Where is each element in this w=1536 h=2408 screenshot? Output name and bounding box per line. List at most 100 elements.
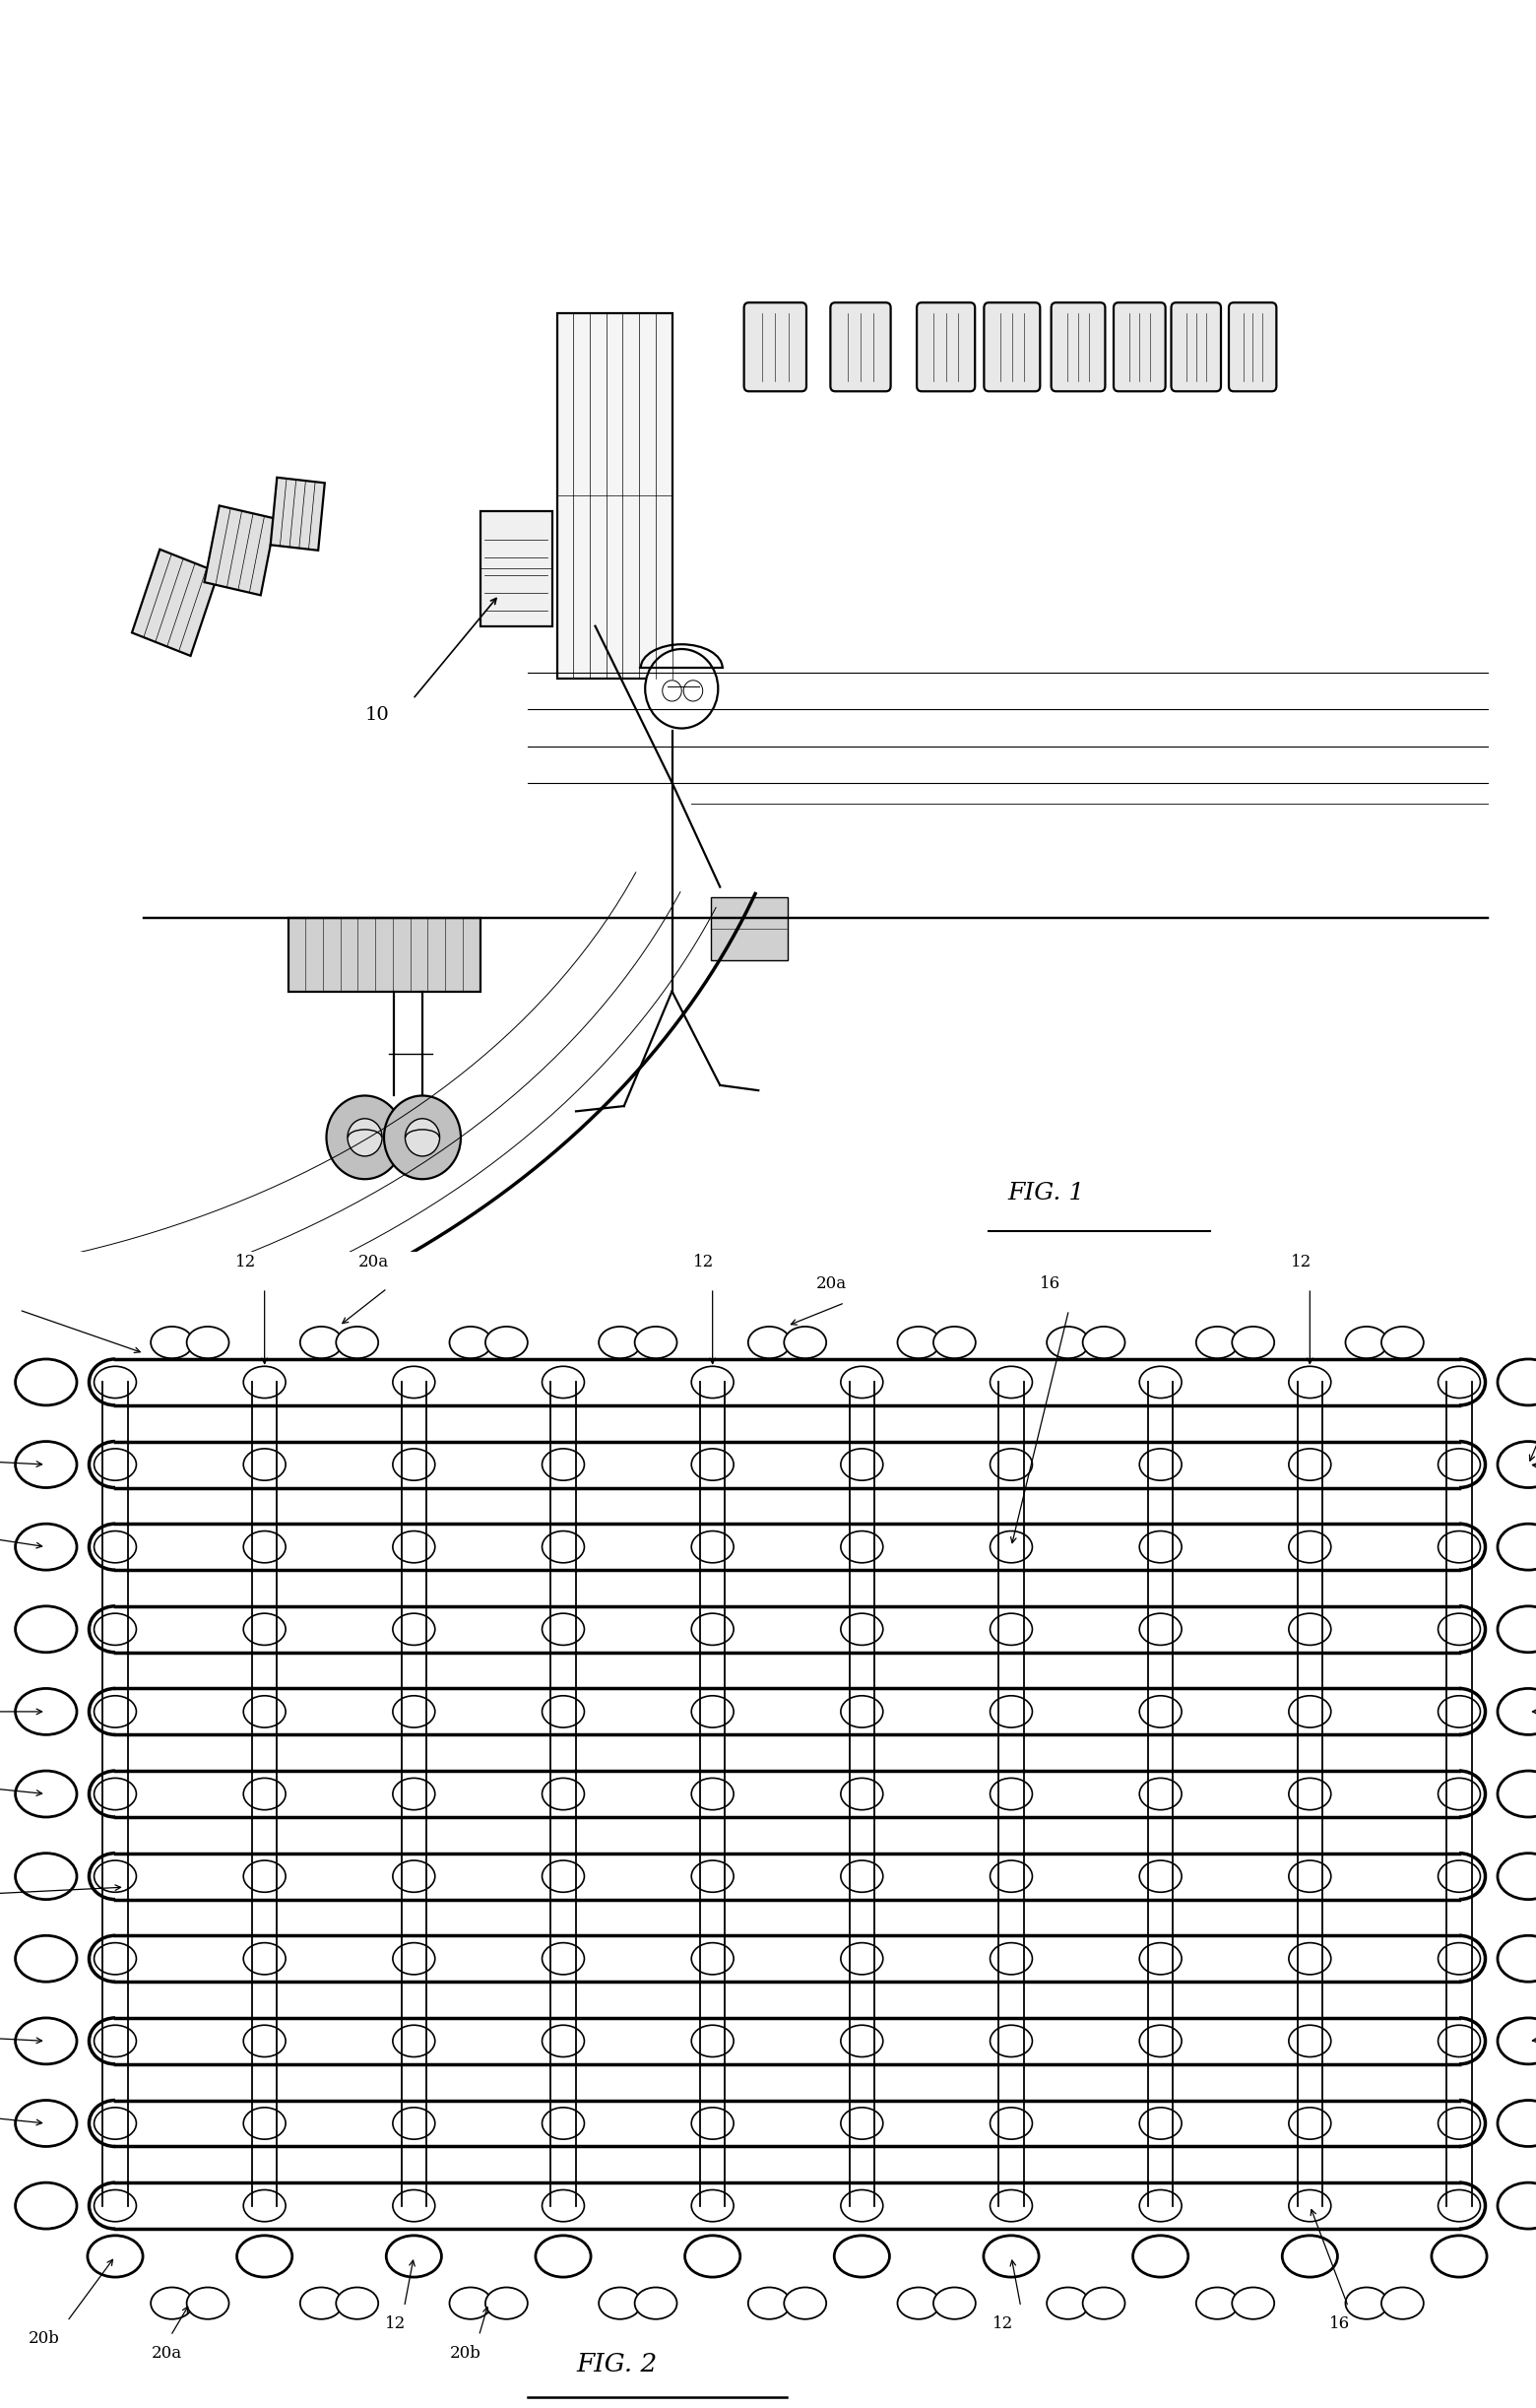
Circle shape bbox=[94, 2025, 137, 2056]
Text: 20a: 20a bbox=[152, 2345, 183, 2362]
Circle shape bbox=[1438, 1943, 1481, 1975]
Circle shape bbox=[691, 1450, 734, 1481]
Circle shape bbox=[840, 1943, 883, 1975]
Circle shape bbox=[393, 2189, 435, 2223]
Circle shape bbox=[991, 2189, 1032, 2223]
Text: 16: 16 bbox=[1329, 2316, 1350, 2333]
Circle shape bbox=[1381, 1327, 1424, 1358]
Circle shape bbox=[991, 1943, 1032, 1975]
Circle shape bbox=[691, 2189, 734, 2223]
Circle shape bbox=[783, 2288, 826, 2319]
Circle shape bbox=[1381, 2288, 1424, 2319]
Circle shape bbox=[1197, 1327, 1238, 1358]
Circle shape bbox=[1438, 2189, 1481, 2223]
Circle shape bbox=[243, 1450, 286, 1481]
Circle shape bbox=[840, 2189, 883, 2223]
Circle shape bbox=[840, 1450, 883, 1481]
Circle shape bbox=[393, 1861, 435, 1893]
Circle shape bbox=[840, 1365, 883, 1399]
Circle shape bbox=[243, 1613, 286, 1645]
Circle shape bbox=[840, 1695, 883, 1727]
Circle shape bbox=[542, 2107, 584, 2138]
Circle shape bbox=[1289, 2189, 1332, 2223]
Circle shape bbox=[1232, 2288, 1275, 2319]
Circle shape bbox=[15, 2018, 77, 2064]
Circle shape bbox=[599, 2288, 641, 2319]
Circle shape bbox=[393, 1531, 435, 1563]
Circle shape bbox=[1498, 1524, 1536, 1570]
Circle shape bbox=[991, 2107, 1032, 2138]
Circle shape bbox=[450, 2288, 492, 2319]
Circle shape bbox=[393, 1365, 435, 1399]
Circle shape bbox=[1498, 2100, 1536, 2146]
Circle shape bbox=[991, 1613, 1032, 1645]
Circle shape bbox=[691, 2025, 734, 2056]
Circle shape bbox=[1134, 2235, 1189, 2278]
Circle shape bbox=[1140, 1365, 1181, 1399]
Circle shape bbox=[991, 1450, 1032, 1481]
Circle shape bbox=[542, 1450, 584, 1481]
Circle shape bbox=[1140, 2025, 1181, 2056]
Circle shape bbox=[393, 1613, 435, 1645]
Circle shape bbox=[94, 2189, 137, 2223]
FancyBboxPatch shape bbox=[917, 303, 975, 390]
Circle shape bbox=[300, 2288, 343, 2319]
Circle shape bbox=[991, 1365, 1032, 1399]
Circle shape bbox=[347, 1120, 382, 1156]
Circle shape bbox=[1438, 1450, 1481, 1481]
Bar bbox=[289, 917, 479, 992]
Circle shape bbox=[1438, 1777, 1481, 1811]
Circle shape bbox=[840, 1531, 883, 1563]
Circle shape bbox=[685, 2235, 740, 2278]
Circle shape bbox=[1438, 2025, 1481, 2056]
Bar bbox=[710, 898, 788, 961]
Circle shape bbox=[1498, 1688, 1536, 1734]
Circle shape bbox=[1289, 1943, 1332, 1975]
Circle shape bbox=[151, 1327, 194, 1358]
Text: FIG. 2: FIG. 2 bbox=[576, 2353, 657, 2377]
Circle shape bbox=[783, 1327, 826, 1358]
Bar bbox=[204, 506, 275, 595]
Circle shape bbox=[393, 2107, 435, 2138]
Circle shape bbox=[1438, 1531, 1481, 1563]
Circle shape bbox=[243, 1943, 286, 1975]
FancyBboxPatch shape bbox=[1114, 303, 1166, 390]
Circle shape bbox=[1498, 1770, 1536, 1818]
Circle shape bbox=[1289, 1450, 1332, 1481]
Circle shape bbox=[991, 1777, 1032, 1811]
Circle shape bbox=[691, 1365, 734, 1399]
Circle shape bbox=[88, 2235, 143, 2278]
Text: 20b: 20b bbox=[29, 2331, 60, 2348]
Circle shape bbox=[542, 1531, 584, 1563]
Circle shape bbox=[542, 1695, 584, 1727]
Circle shape bbox=[691, 1943, 734, 1975]
Circle shape bbox=[1048, 1327, 1089, 1358]
Circle shape bbox=[94, 1531, 137, 1563]
Circle shape bbox=[934, 2288, 975, 2319]
Circle shape bbox=[634, 2288, 677, 2319]
Circle shape bbox=[336, 2288, 378, 2319]
Circle shape bbox=[393, 1695, 435, 1727]
Circle shape bbox=[1289, 1531, 1332, 1563]
Circle shape bbox=[542, 1365, 584, 1399]
Bar bbox=[556, 313, 673, 679]
Circle shape bbox=[834, 2235, 889, 2278]
FancyBboxPatch shape bbox=[1051, 303, 1104, 390]
Bar bbox=[132, 549, 218, 655]
Circle shape bbox=[1289, 1613, 1332, 1645]
Circle shape bbox=[15, 1854, 77, 1900]
Circle shape bbox=[15, 1936, 77, 1982]
Circle shape bbox=[243, 1861, 286, 1893]
Circle shape bbox=[94, 2107, 137, 2138]
Circle shape bbox=[187, 1327, 229, 1358]
Text: 12: 12 bbox=[693, 1255, 714, 1271]
Circle shape bbox=[15, 2182, 77, 2230]
Circle shape bbox=[1498, 1854, 1536, 1900]
Circle shape bbox=[840, 1777, 883, 1811]
Circle shape bbox=[840, 2107, 883, 2138]
Circle shape bbox=[840, 1613, 883, 1645]
FancyBboxPatch shape bbox=[1229, 303, 1276, 390]
Circle shape bbox=[15, 1770, 77, 1818]
Circle shape bbox=[934, 1327, 975, 1358]
Circle shape bbox=[243, 2107, 286, 2138]
